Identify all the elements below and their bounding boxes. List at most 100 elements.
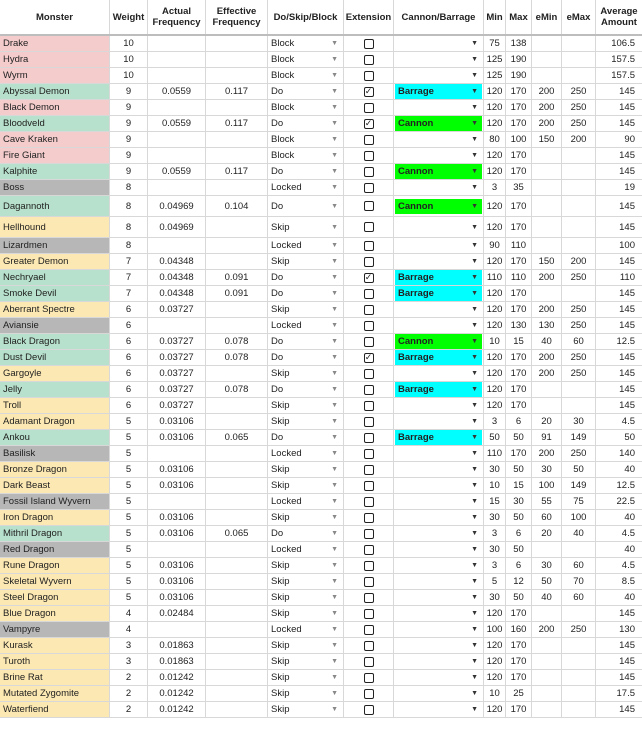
dropdown-arrow-icon[interactable]: ▼ [471,466,478,473]
emin-cell[interactable]: 30 [532,558,562,573]
monster-cell[interactable]: Fire Giant [0,148,110,163]
emax-cell[interactable]: 250 [562,622,596,637]
cannon-barrage-dropdown[interactable]: Barrage ▼ [394,430,484,445]
weight-cell[interactable]: 5 [110,462,148,477]
average-amount-cell[interactable]: 12.5 [616,336,636,347]
emax-cell[interactable] [562,670,596,685]
actual-frequency-cell[interactable] [148,36,206,51]
do-skip-block-dropdown[interactable]: Locked ▼ [268,180,344,195]
cannon-barrage-dropdown[interactable]: ▼ [394,558,484,573]
extension-checkbox[interactable] [363,624,374,635]
weight-cell[interactable]: 4 [110,606,148,621]
do-skip-block-dropdown[interactable]: Skip ▼ [268,414,344,429]
monster-cell[interactable]: Lizardmen [0,238,110,253]
effective-frequency-cell[interactable]: 0.117 [206,116,268,131]
dropdown-arrow-icon[interactable]: ▼ [331,223,338,231]
actual-frequency-cell[interactable] [148,446,206,461]
average-amount-cell[interactable]: 145 [619,256,635,267]
actual-frequency-cell[interactable] [148,180,206,195]
extension-checkbox[interactable] [363,592,374,603]
max-cell[interactable]: 170 [506,654,532,669]
cannon-barrage-dropdown[interactable]: ▼ [394,68,484,83]
emax-cell[interactable]: 70 [562,574,596,589]
effective-frequency-cell[interactable]: 0.078 [206,350,268,365]
do-skip-block-dropdown[interactable]: Skip ▼ [268,574,344,589]
emax-cell[interactable] [562,654,596,669]
emax-cell[interactable]: 40 [562,526,596,541]
effective-frequency-cell[interactable] [206,446,268,461]
dropdown-arrow-icon[interactable]: ▼ [331,578,338,585]
cannon-barrage-dropdown[interactable]: ▼ [394,526,484,541]
dropdown-arrow-icon[interactable]: ▼ [471,40,478,47]
effective-frequency-cell[interactable] [206,638,268,653]
average-amount-cell[interactable]: 145 [619,200,635,212]
max-cell[interactable]: 170 [506,702,532,717]
weight-cell[interactable]: 6 [110,350,148,365]
actual-frequency-cell[interactable]: 0.03106 [148,574,206,589]
max-cell[interactable]: 170 [506,254,532,269]
min-cell[interactable]: 120 [484,606,506,621]
dropdown-arrow-icon[interactable]: ▼ [471,386,478,393]
extension-checkbox[interactable] [363,150,374,161]
do-skip-block-dropdown[interactable]: Locked ▼ [268,622,344,637]
dropdown-arrow-icon[interactable]: ▼ [471,202,478,210]
dropdown-arrow-icon[interactable]: ▼ [471,418,478,425]
dropdown-arrow-icon[interactable]: ▼ [471,242,478,249]
actual-frequency-cell[interactable]: 0.03106 [148,510,206,525]
emin-cell[interactable] [532,52,562,67]
min-cell[interactable]: 125 [484,52,506,67]
min-cell[interactable]: 120 [484,196,506,216]
max-cell[interactable]: 6 [506,558,532,573]
max-cell[interactable]: 170 [506,350,532,365]
cannon-barrage-dropdown[interactable]: Cannon ▼ [394,334,484,349]
min-cell[interactable]: 120 [484,148,506,163]
actual-frequency-cell[interactable]: 0.03727 [148,334,206,349]
max-cell[interactable]: 100 [506,132,532,147]
effective-frequency-cell[interactable] [206,366,268,381]
emin-cell[interactable] [532,36,562,51]
emin-cell[interactable] [532,68,562,83]
average-amount-cell[interactable]: 145 [619,704,635,715]
dropdown-arrow-icon[interactable]: ▼ [471,290,478,297]
cannon-barrage-dropdown[interactable]: ▼ [394,180,484,195]
dropdown-arrow-icon[interactable]: ▼ [331,290,338,297]
average-amount-cell[interactable]: 145 [619,608,635,619]
weight-cell[interactable]: 7 [110,286,148,301]
emax-cell[interactable] [562,238,596,253]
min-cell[interactable]: 3 [484,180,506,195]
dropdown-arrow-icon[interactable]: ▼ [331,258,338,265]
emax-cell[interactable]: 149 [562,430,596,445]
effective-frequency-cell[interactable]: 0.117 [206,84,268,99]
dropdown-arrow-icon[interactable]: ▼ [331,450,338,457]
emax-cell[interactable]: 75 [562,494,596,509]
max-cell[interactable]: 170 [506,382,532,397]
actual-frequency-cell[interactable]: 0.02484 [148,606,206,621]
emin-cell[interactable] [532,654,562,669]
do-skip-block-dropdown[interactable]: Locked ▼ [268,542,344,557]
extension-checkbox[interactable] [363,222,374,232]
do-skip-block-dropdown[interactable]: Locked ▼ [268,318,344,333]
average-amount-cell[interactable]: 145 [619,368,635,379]
average-amount-cell[interactable]: 145 [619,400,635,411]
dropdown-arrow-icon[interactable]: ▼ [331,386,338,393]
emin-cell[interactable] [532,238,562,253]
weight-cell[interactable]: 9 [110,84,148,99]
effective-frequency-cell[interactable] [206,542,268,557]
extension-checkbox[interactable] [363,640,374,651]
weight-cell[interactable]: 7 [110,270,148,285]
max-cell[interactable]: 50 [506,542,532,557]
effective-frequency-cell[interactable] [206,478,268,493]
actual-frequency-cell[interactable]: 0.03727 [148,350,206,365]
cannon-barrage-dropdown[interactable]: ▼ [394,398,484,413]
dropdown-arrow-icon[interactable]: ▼ [331,56,338,63]
emin-cell[interactable] [532,180,562,195]
min-cell[interactable]: 120 [484,398,506,413]
extension-checkbox[interactable] [363,656,374,667]
emax-cell[interactable]: 250 [562,116,596,131]
emax-cell[interactable] [562,68,596,83]
actual-frequency-cell[interactable]: 0.03106 [148,526,206,541]
effective-frequency-cell[interactable] [206,398,268,413]
actual-frequency-cell[interactable] [148,148,206,163]
weight-cell[interactable]: 6 [110,366,148,381]
effective-frequency-cell[interactable] [206,606,268,621]
